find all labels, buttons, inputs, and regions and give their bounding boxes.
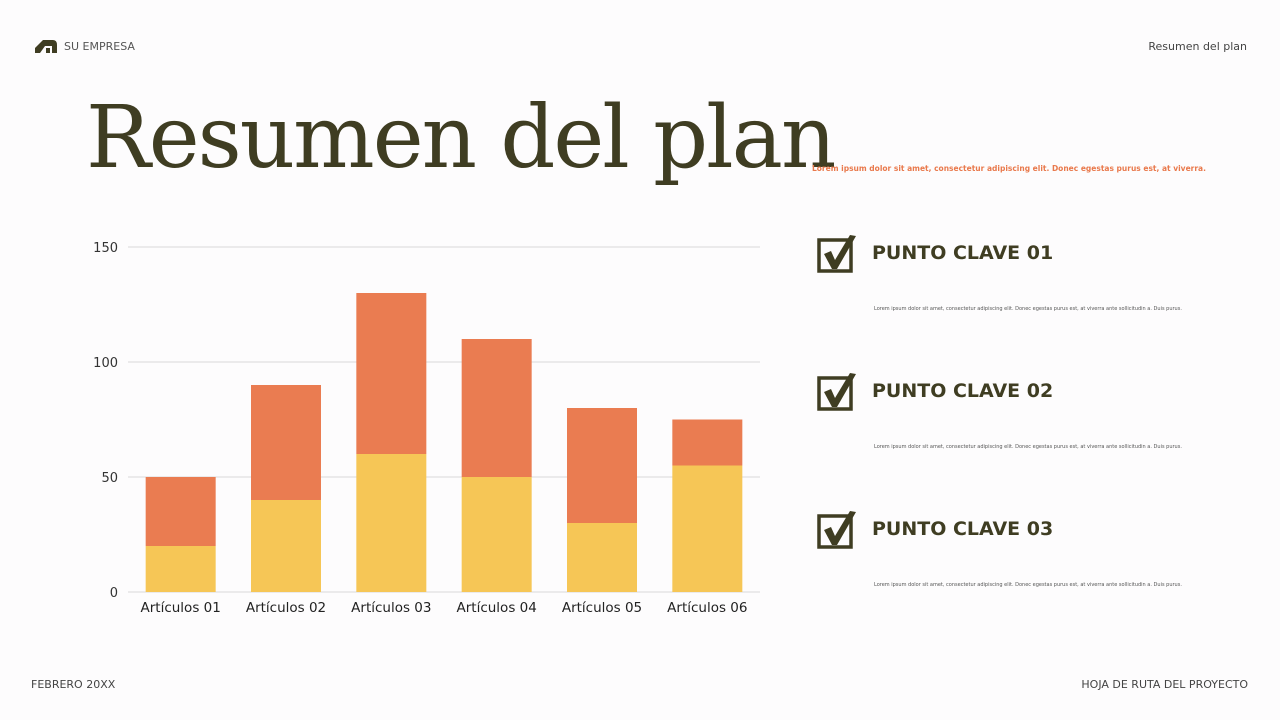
stacked-bar-chart: 0 50 100 150 Artículos 01 Artículos 02 Artícul… bbox=[93, 241, 760, 616]
y-tick-label: 150 bbox=[93, 241, 118, 256]
checkbox-check-icon bbox=[817, 373, 856, 411]
checkbox-check-icon bbox=[817, 235, 856, 273]
x-tick-label: Artículos 02 bbox=[246, 600, 326, 616]
bar-segment-yellow bbox=[356, 454, 427, 592]
bar-segment-yellow bbox=[672, 465, 743, 592]
y-tick-label: 50 bbox=[101, 471, 118, 486]
footer-date: FEBRERO 20XX bbox=[31, 678, 116, 691]
key-point-text: Lorem ipsum dolor sit amet, consectetur … bbox=[874, 582, 1182, 588]
bar-segment-yellow bbox=[145, 546, 216, 592]
x-tick-label: Artículos 05 bbox=[562, 600, 642, 616]
subtitle: Lorem ipsum dolor sit amet, consectetur … bbox=[812, 164, 1206, 173]
key-point-text: Lorem ipsum dolor sit amet, consectetur … bbox=[874, 306, 1182, 312]
key-point-title: PUNTO CLAVE 02 bbox=[872, 380, 1054, 402]
bar-segment-orange bbox=[251, 385, 321, 500]
x-tick-label: Artículos 03 bbox=[351, 600, 431, 616]
bar-segment-yellow bbox=[461, 477, 532, 592]
logo-icon bbox=[35, 40, 57, 53]
key-point-text: Lorem ipsum dolor sit amet, consectetur … bbox=[874, 444, 1182, 450]
y-tick-label: 0 bbox=[110, 586, 118, 601]
x-tick-label: Artículos 06 bbox=[667, 600, 747, 616]
footer-project: HOJA DE RUTA DEL PROYECTO bbox=[1081, 678, 1248, 691]
page-title: Resumen del plan bbox=[86, 88, 836, 188]
bar-segment-yellow bbox=[251, 500, 321, 592]
checkbox-check-icon bbox=[817, 511, 856, 549]
company-name: SU EMPRESA bbox=[64, 39, 135, 53]
bar-segment-orange bbox=[145, 477, 216, 546]
bar-segment-orange bbox=[672, 419, 743, 466]
company-logo: SU EMPRESA bbox=[34, 38, 135, 54]
key-point-2: PUNTO CLAVE 02 bbox=[816, 370, 1053, 412]
key-point-title: PUNTO CLAVE 03 bbox=[872, 518, 1054, 540]
bar-segment-orange bbox=[461, 339, 532, 477]
key-point-3: PUNTO CLAVE 03 bbox=[816, 508, 1053, 550]
bar-segment-yellow bbox=[567, 523, 637, 592]
header-section: Resumen del plan bbox=[1148, 40, 1247, 53]
x-tick-label: Artículos 01 bbox=[141, 600, 221, 616]
bar-segment-orange bbox=[356, 293, 427, 454]
y-tick-label: 100 bbox=[93, 356, 118, 371]
bar-segment-orange bbox=[567, 408, 637, 523]
key-point-title: PUNTO CLAVE 01 bbox=[872, 242, 1054, 264]
key-point-1: PUNTO CLAVE 01 bbox=[816, 232, 1053, 274]
x-tick-label: Artículos 04 bbox=[457, 600, 537, 616]
